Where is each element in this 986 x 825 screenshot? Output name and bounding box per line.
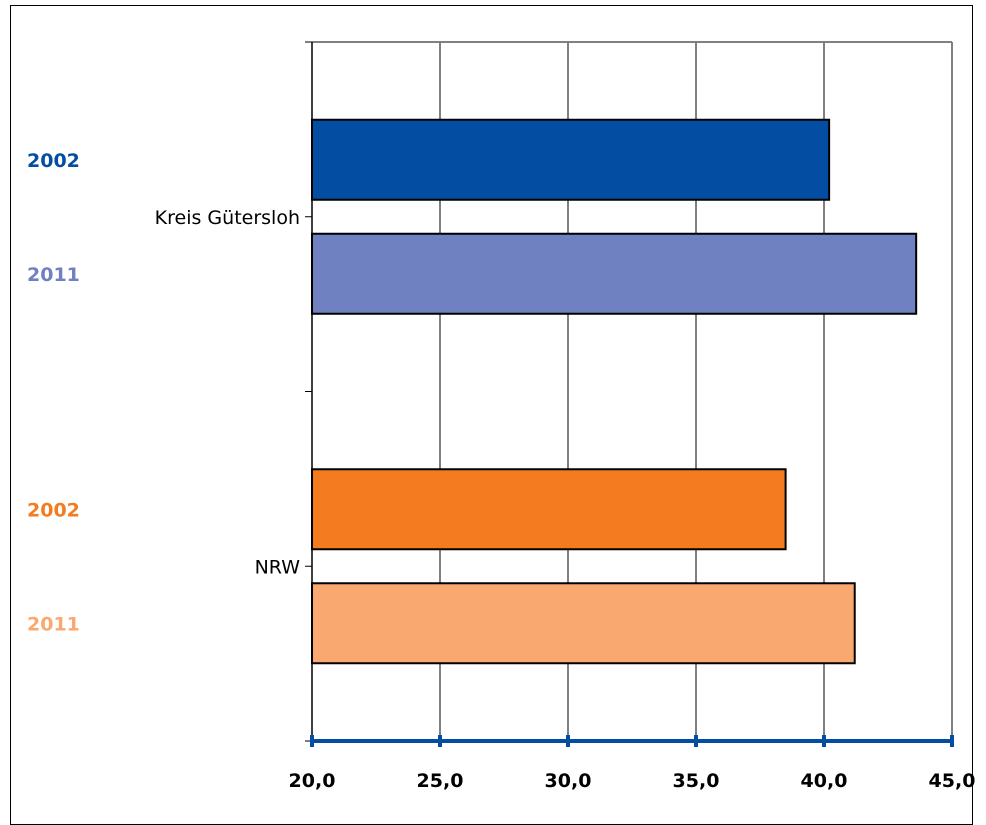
x-tick-label: 45,0: [929, 770, 976, 792]
x-tick-label: 30,0: [545, 770, 592, 792]
series-year-label: 2002: [27, 150, 80, 172]
bar: [311, 118, 831, 201]
x-tick-label: 25,0: [417, 770, 464, 792]
series-year-label: 2002: [27, 499, 80, 521]
bar: [311, 232, 918, 315]
x-tick-label: 20,0: [289, 770, 336, 792]
x-tick-label: 35,0: [673, 770, 720, 792]
category-label: Kreis Gütersloh: [155, 207, 300, 229]
series-year-label: 2011: [27, 613, 80, 635]
x-tick-label: 40,0: [801, 770, 848, 792]
series-year-label: 2011: [27, 264, 80, 286]
bar: [311, 468, 787, 551]
category-label: NRW: [255, 556, 301, 578]
bar: [311, 582, 856, 665]
